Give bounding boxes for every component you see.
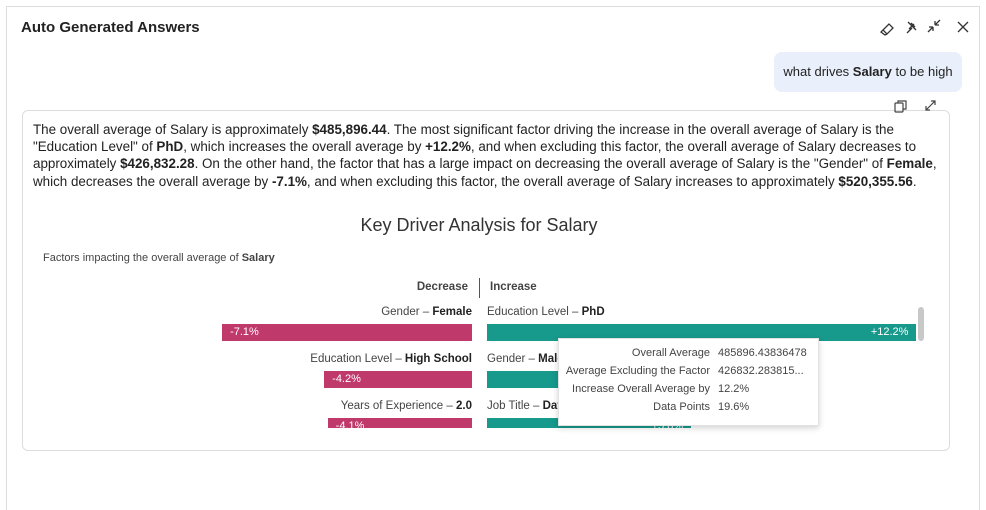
toolbar [880,19,969,36]
increase-header: Increase [490,281,537,293]
card-toolbar [894,100,936,113]
decrease-header: Decrease [416,281,468,293]
factor-level: High School [404,353,472,365]
factor-label: Education Level – High School [310,353,472,365]
factor-name: Gender – [381,306,433,318]
factor-label: Education Level – PhD [487,306,605,318]
eraser-icon[interactable] [880,23,894,36]
answer-text-run: , which increases the overall average by [183,139,426,155]
bar [487,324,917,341]
bar-value-label: +12.2% [870,326,909,338]
bar [222,324,472,341]
bar-value-label: -4.1% [335,420,365,428]
factor-label: Years of Experience – 2.0 [341,400,472,412]
factor-label: Gender – Female [381,306,472,318]
copy-icon-back [897,100,907,110]
factor-label: Gender – Male [487,353,564,365]
tooltip-label: Data Points [653,401,710,413]
answer-bold: +12.2% [425,139,471,155]
tooltip-value: 426832.283815... [718,365,804,377]
answer-bold: $520,355.56 [838,173,913,189]
factor-level: Female [432,306,472,318]
pin-icon[interactable] [906,21,917,34]
bar [327,418,472,428]
expand-icon[interactable] [925,100,936,111]
panel-title: Auto Generated Answers [21,19,200,36]
answer-text: The overall average of Salary is approxi… [33,121,943,190]
bar [324,371,472,388]
bar-value-label: -4.2% [332,373,361,385]
tooltip-value: 12.2% [718,383,750,395]
factor-level: Male [538,353,564,365]
collapse-icon[interactable] [927,19,941,33]
tooltip: Overall Average 485896.43836478 Average Ex… [558,338,819,426]
answer-text-run: The overall average of Salary is approxi… [33,122,313,137]
factor-name: Gender – [487,353,539,365]
answer-text-run: , and when excluding this factor, the ov… [306,173,839,189]
factor-level: PhD [581,306,605,318]
panel-frame [6,6,980,510]
factor-name: Education Level – [310,353,405,365]
tooltip-label: Average Excluding the Factor [565,365,710,377]
close-icon[interactable] [957,21,969,33]
answer-bold: -7.1% [271,173,307,189]
factor-level: 2.0 [456,400,472,412]
tooltip-value: 19.6% [718,401,750,413]
factor-name: Years of Experience – [340,400,456,412]
copy-icon[interactable] [894,102,904,113]
header-divider [479,278,480,298]
answer-bold: $426,832.28 [120,156,195,172]
tooltip-value: 485896.43836478 [718,347,807,359]
scrollbar[interactable] [918,307,924,341]
answer-text-run: . On the other hand, the factor that has… [194,156,887,172]
answer-text-run: . [912,173,917,189]
question-text: to be high [895,64,953,79]
factor-name: Job Title – [487,400,543,412]
question-text: what drives [783,64,850,79]
answer-text-run: , which decreases the overall average by [33,156,937,189]
answer-text-run: . The most significant factor driving th… [33,122,894,155]
question-bold: Salary [852,64,892,79]
answer-bold: Female [886,156,933,172]
chart-title: Key Driver Analysis for Salary [360,215,598,235]
bar-value-label: -7.1% [230,326,259,338]
chart-subtitle: Factors impacting the overall average of… [43,252,275,264]
factor-name: Education Level – [487,306,582,318]
answer-bold: $485,896.44 [312,122,387,137]
answer-bold: PhD [156,139,184,155]
question-bubble: what drives Salary to be high [774,52,962,92]
subtitle-bold: Salary [241,252,275,264]
tooltip-label: Increase Overall Average by [572,383,710,395]
subtitle-text: Factors impacting the overall average of [43,252,239,264]
tooltip-label: Overall Average [631,347,710,359]
answer-card [22,110,950,451]
answer-text-run: , and when excluding this factor, the ov… [33,139,917,172]
